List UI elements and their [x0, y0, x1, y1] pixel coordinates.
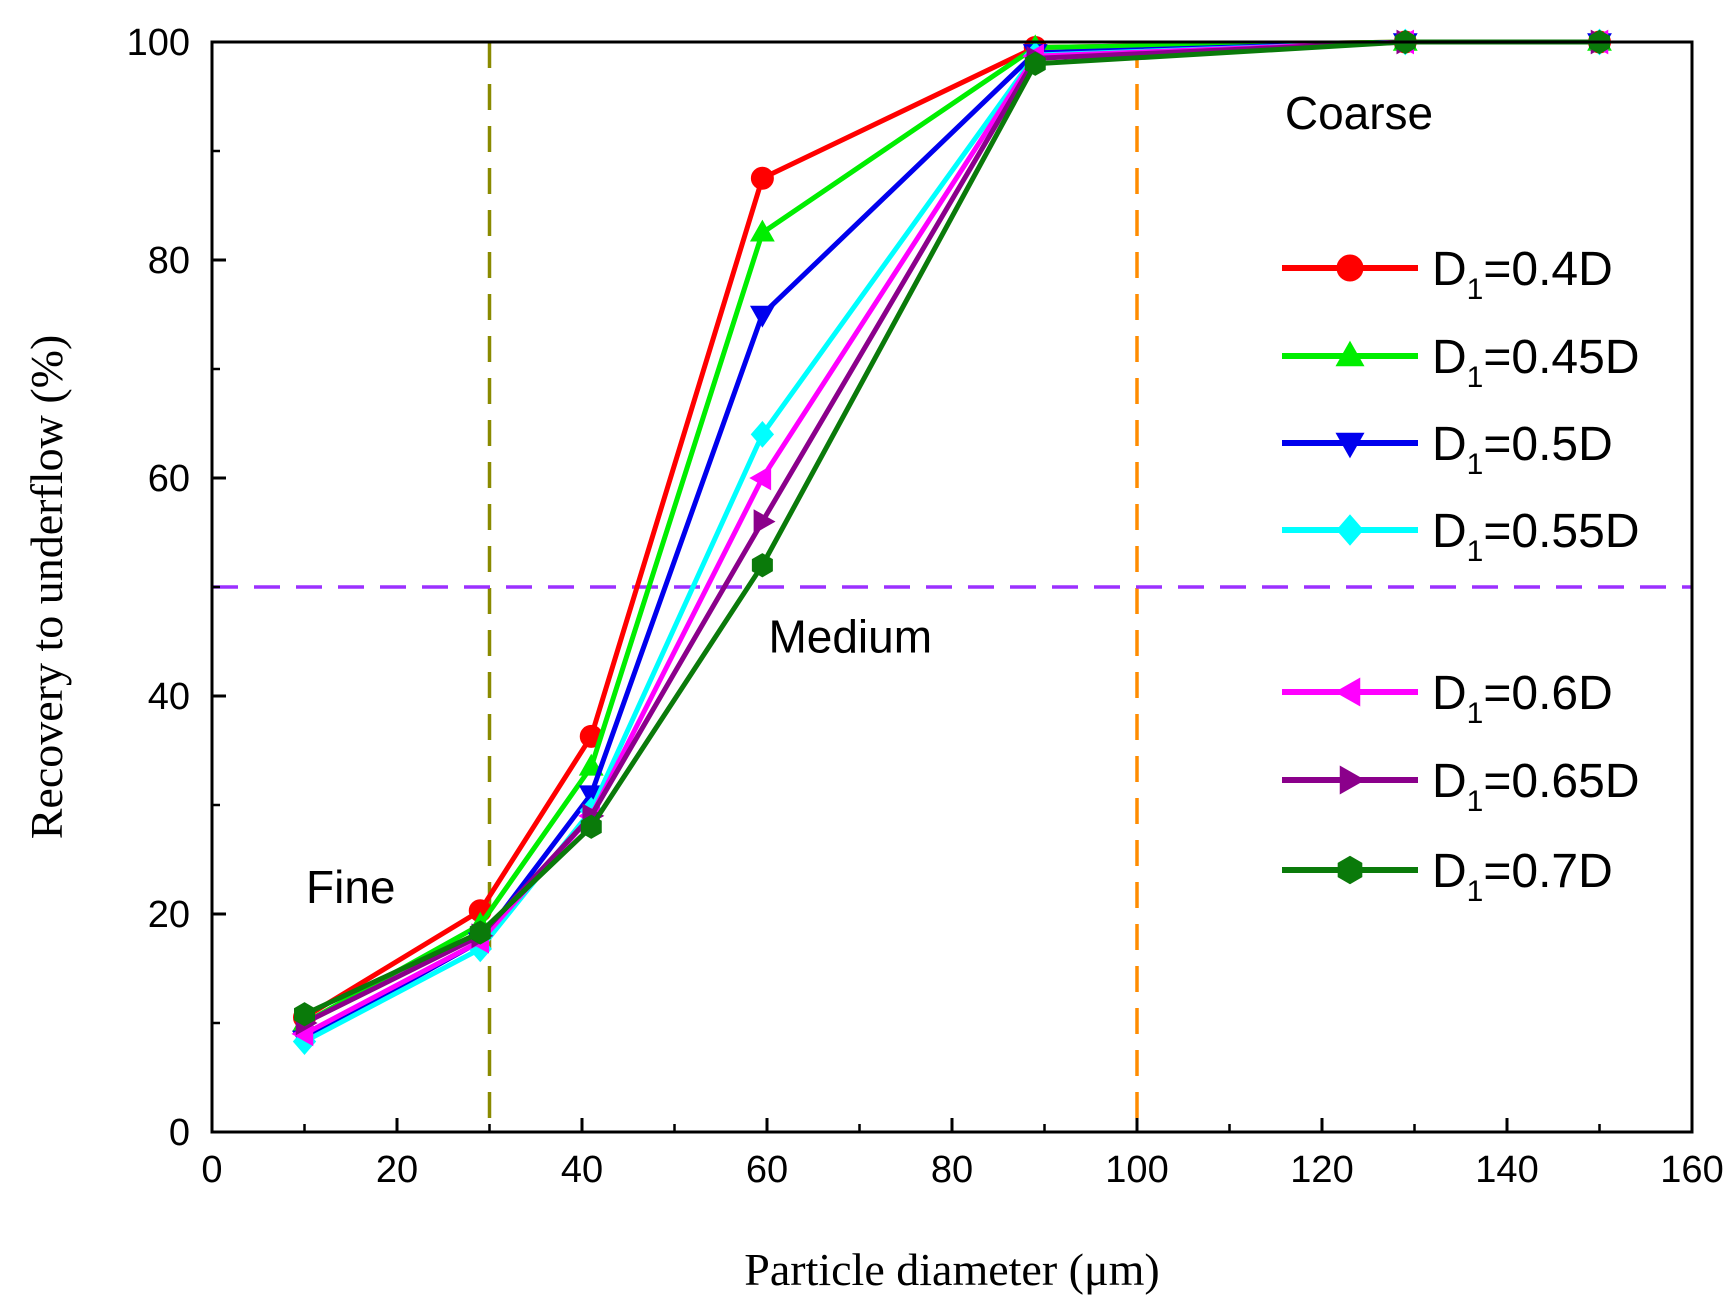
y-tick-label: 40: [148, 676, 190, 718]
data-point: [469, 920, 491, 945]
y-tick-label: 80: [148, 240, 190, 282]
data-point: [751, 553, 773, 578]
legend-item: D1=0.4D: [1282, 243, 1613, 306]
legend-item: D1=0.65D: [1282, 755, 1639, 818]
legend-item: D1=0.7D: [1282, 845, 1613, 908]
annotation-coarse: Coarse: [1285, 87, 1433, 139]
reference-lines: [212, 42, 1692, 1132]
annotation-medium: Medium: [768, 610, 932, 662]
legend-label: D1=0.7D: [1432, 845, 1613, 908]
legend-label: D1=0.4D: [1432, 243, 1613, 306]
legend-item: D1=0.5D: [1282, 418, 1613, 481]
y-tick-label: 100: [127, 22, 190, 64]
data-point: [749, 305, 775, 328]
legend-swatch-marker: [1339, 765, 1366, 795]
legend-swatch-marker: [1335, 432, 1365, 459]
data-point: [578, 753, 604, 776]
x-tick-label: 80: [931, 1149, 973, 1191]
y-tick-label: 20: [148, 894, 190, 936]
series-line: [303, 39, 1600, 1042]
data-point: [750, 166, 774, 190]
x-tick-label: 120: [1290, 1149, 1353, 1191]
legend-label: D1=0.55D: [1432, 505, 1639, 568]
legend: D1=0.4D D1=0.45D D1=0.5D D1=0.55D D1=0.6D D1=…: [1282, 243, 1639, 908]
data-point: [1024, 51, 1046, 76]
annotation-fine: Fine: [306, 861, 395, 913]
series-line: [303, 39, 1600, 1044]
data-point: [749, 219, 775, 242]
x-tick-label: 160: [1660, 1149, 1723, 1191]
y-axis-title: Recovery to underflow (%): [21, 335, 72, 840]
data-point: [753, 509, 776, 535]
legend-item: D1=0.6D: [1282, 667, 1613, 730]
legend-swatch-marker: [1336, 514, 1364, 546]
x-tick-label: 140: [1475, 1149, 1538, 1191]
legend-label: D1=0.5D: [1432, 418, 1613, 481]
data-point: [293, 1002, 316, 1027]
annotations: Fine Medium Coarse: [306, 87, 1433, 913]
x-axis-title: Particle diameter (μm): [744, 1244, 1159, 1295]
x-tick-label: 40: [561, 1149, 603, 1191]
data-point: [580, 814, 602, 839]
legend-label: D1=0.65D: [1432, 755, 1639, 818]
legend-label: D1=0.6D: [1432, 667, 1613, 730]
legend-swatch-marker: [1334, 677, 1361, 707]
legend-swatch-marker: [1335, 340, 1365, 367]
axis-ticks: 0 20 40 60 80 100 120 140 160 0 20 40 60 80 100: [127, 22, 1724, 1191]
y-tick-label: 0: [169, 1112, 190, 1154]
legend-item: D1=0.55D: [1282, 505, 1639, 568]
legend-item: D1=0.45D: [1282, 331, 1639, 394]
x-tick-label: 100: [1105, 1149, 1168, 1191]
legend-swatch-marker: [1336, 254, 1364, 282]
y-tick-label: 60: [148, 458, 190, 500]
x-tick-label: 20: [376, 1149, 418, 1191]
data-point: [750, 420, 775, 448]
x-tick-label: 0: [201, 1149, 222, 1191]
x-tick-label: 60: [746, 1149, 788, 1191]
legend-label: D1=0.45D: [1432, 331, 1639, 394]
data-point: [749, 465, 772, 491]
legend-swatch-marker: [1337, 855, 1363, 885]
